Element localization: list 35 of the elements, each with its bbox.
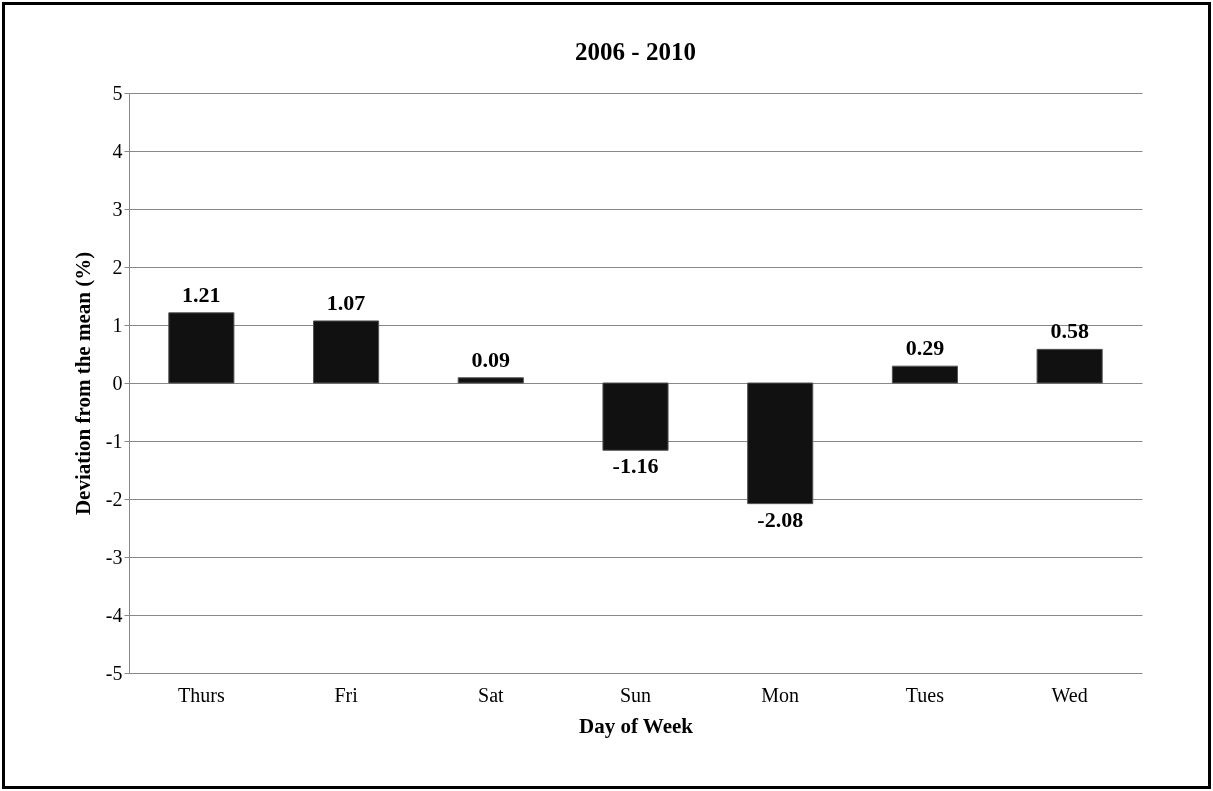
data-label: 0.58 [1050, 318, 1089, 344]
x-tick-label: Wed [1051, 683, 1088, 706]
y-tick-label: -1 [105, 429, 123, 452]
y-axis-title: Deviation from the mean (%) [70, 251, 95, 516]
bar [891, 365, 958, 384]
bar [168, 312, 235, 384]
bar [747, 382, 814, 505]
data-label: -1.16 [612, 453, 659, 479]
x-tick-label: Sun [619, 683, 652, 706]
data-label: 0.29 [905, 335, 945, 361]
data-label: -2.08 [757, 506, 804, 532]
bar [1036, 348, 1103, 384]
y-tick-label: 0 [112, 371, 123, 394]
y-tick-label: 5 [112, 81, 123, 104]
x-tick-label: Thurs [178, 683, 225, 706]
y-tick-label: 1 [112, 313, 123, 336]
y-tick-label: 4 [112, 139, 123, 162]
chart-title: 2006 - 2010 [575, 38, 696, 65]
y-tick-label: -2 [105, 487, 123, 510]
y-tick-label: -3 [105, 545, 123, 568]
y-tick-label: 3 [112, 197, 123, 220]
x-tick-label: Fri [334, 683, 359, 706]
y-tick-label: -5 [105, 661, 123, 684]
x-tick-label: Sat [478, 683, 504, 706]
y-tick-label: 2 [112, 255, 123, 278]
x-tick-label: Mon [761, 683, 800, 706]
data-label: 0.09 [471, 346, 511, 372]
bar [457, 377, 524, 384]
data-label: 1.07 [326, 289, 366, 315]
y-tick-label: -4 [105, 603, 123, 626]
bar [602, 382, 669, 451]
x-tick-label: Tues [905, 683, 945, 706]
data-label: 1.21 [182, 281, 221, 307]
x-axis-title: Day of Week [579, 713, 694, 738]
bar [313, 320, 380, 384]
